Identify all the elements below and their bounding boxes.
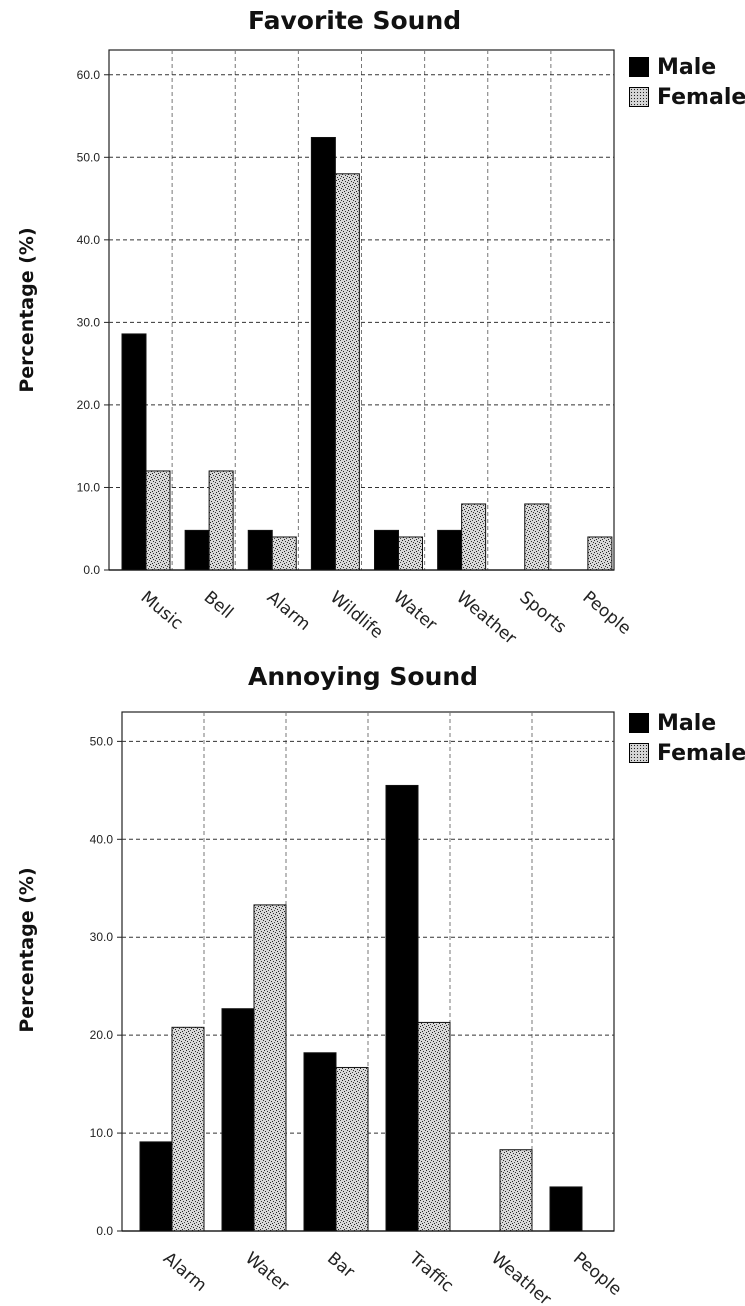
bar-female-bell <box>208 470 234 571</box>
bar-male-bar <box>303 1052 337 1232</box>
favorite-sound-chart: 0.0 10.0 20.0 30.0 40.0 50.0 60.0 Percentage (%… <box>16 49 635 649</box>
x-tick-label-bell: Bell <box>200 587 237 623</box>
bar-male-traffic <box>385 784 419 1232</box>
bar-female-water <box>398 536 423 571</box>
x-tick-label-music: Music <box>137 587 187 633</box>
legend-label-male: Male <box>657 710 717 736</box>
bar-female-weather <box>461 503 487 571</box>
legend-label-male: Male <box>657 54 717 80</box>
x-tick-label-alarm: Alarm <box>159 1248 210 1295</box>
bar-male-people <box>549 1186 583 1232</box>
bar-male-alarm <box>139 1141 173 1232</box>
bar-female-wildlife <box>334 173 360 571</box>
legend-swatch-male <box>629 713 649 733</box>
x-tick-label-people: People <box>579 587 635 639</box>
legend-label-female: Female <box>657 84 745 110</box>
bar-male-wildlife <box>310 136 336 571</box>
bar-female-sports <box>524 503 550 571</box>
x-tick-label-weather: Weather <box>487 1248 555 1306</box>
x-tick-label-bar: Bar <box>323 1248 358 1282</box>
bar-female-bar <box>335 1066 369 1232</box>
y-tick-label: 0.0 <box>83 563 100 577</box>
y-tick-label: 40.0 <box>90 832 114 846</box>
x-tick-label-weather: Weather <box>452 587 520 648</box>
bar-male-water <box>374 529 399 571</box>
bar-female-alarm <box>171 1026 205 1232</box>
legend-item-female: Female <box>629 82 745 112</box>
y-tick-label: 10.0 <box>90 1126 114 1140</box>
y-axis-label: Percentage (%) <box>16 867 38 1032</box>
bar-female-music <box>145 470 171 571</box>
legend-swatch-female <box>629 743 649 763</box>
y-tick-label: 30.0 <box>90 930 114 944</box>
x-tick-label-traffic: Traffic <box>404 1248 457 1297</box>
x-tick-label-wildlife: Wildlife <box>326 587 387 643</box>
x-tick-label-sports: Sports <box>515 587 570 637</box>
bar-female-traffic <box>417 1021 451 1232</box>
legend-annoying: Male Female <box>629 708 745 768</box>
y-tick-label: 40.0 <box>77 233 101 247</box>
y-tick-label: 60.0 <box>77 68 101 82</box>
legend-item-male: Male <box>629 708 745 738</box>
bar-female-alarm <box>271 536 297 571</box>
y-tick-label: 10.0 <box>77 480 101 494</box>
bar-male-music <box>121 333 147 571</box>
y-axis-label: Percentage (%) <box>16 227 38 392</box>
y-tick-label: 20.0 <box>90 1028 114 1042</box>
bar-male-bell <box>184 529 210 571</box>
bar-female-people <box>587 536 613 571</box>
chart-title-favorite: Favorite Sound <box>248 6 462 35</box>
y-tick-label: 50.0 <box>90 734 114 748</box>
legend-label-female: Female <box>657 740 745 766</box>
legend-swatch-male <box>629 57 649 77</box>
legend-item-male: Male <box>629 52 745 82</box>
bar-male-weather <box>437 529 463 571</box>
y-tick-label: 30.0 <box>77 315 101 329</box>
chart-title-annoying: Annoying Sound <box>248 662 479 691</box>
x-tick-label-water: Water <box>389 587 440 635</box>
legend-swatch-female <box>629 87 649 107</box>
y-tick-label: 50.0 <box>77 150 101 164</box>
bar-male-alarm <box>247 529 273 571</box>
bar-male-water <box>221 1008 255 1232</box>
x-tick-label-people: People <box>569 1248 625 1300</box>
legend-item-female: Female <box>629 738 745 768</box>
bar-female-weather <box>499 1149 533 1232</box>
x-tick-label-water: Water <box>241 1248 292 1296</box>
annoying-sound-chart: 0.0 10.0 20.0 30.0 40.0 50.0 Percentage (%) Ala… <box>16 711 625 1306</box>
bar-female-water <box>253 904 287 1232</box>
y-tick-label: 0.0 <box>96 1224 113 1238</box>
legend-favorite: Male Female <box>629 52 745 112</box>
x-tick-label-alarm: Alarm <box>263 587 314 634</box>
y-tick-label: 20.0 <box>77 398 101 412</box>
